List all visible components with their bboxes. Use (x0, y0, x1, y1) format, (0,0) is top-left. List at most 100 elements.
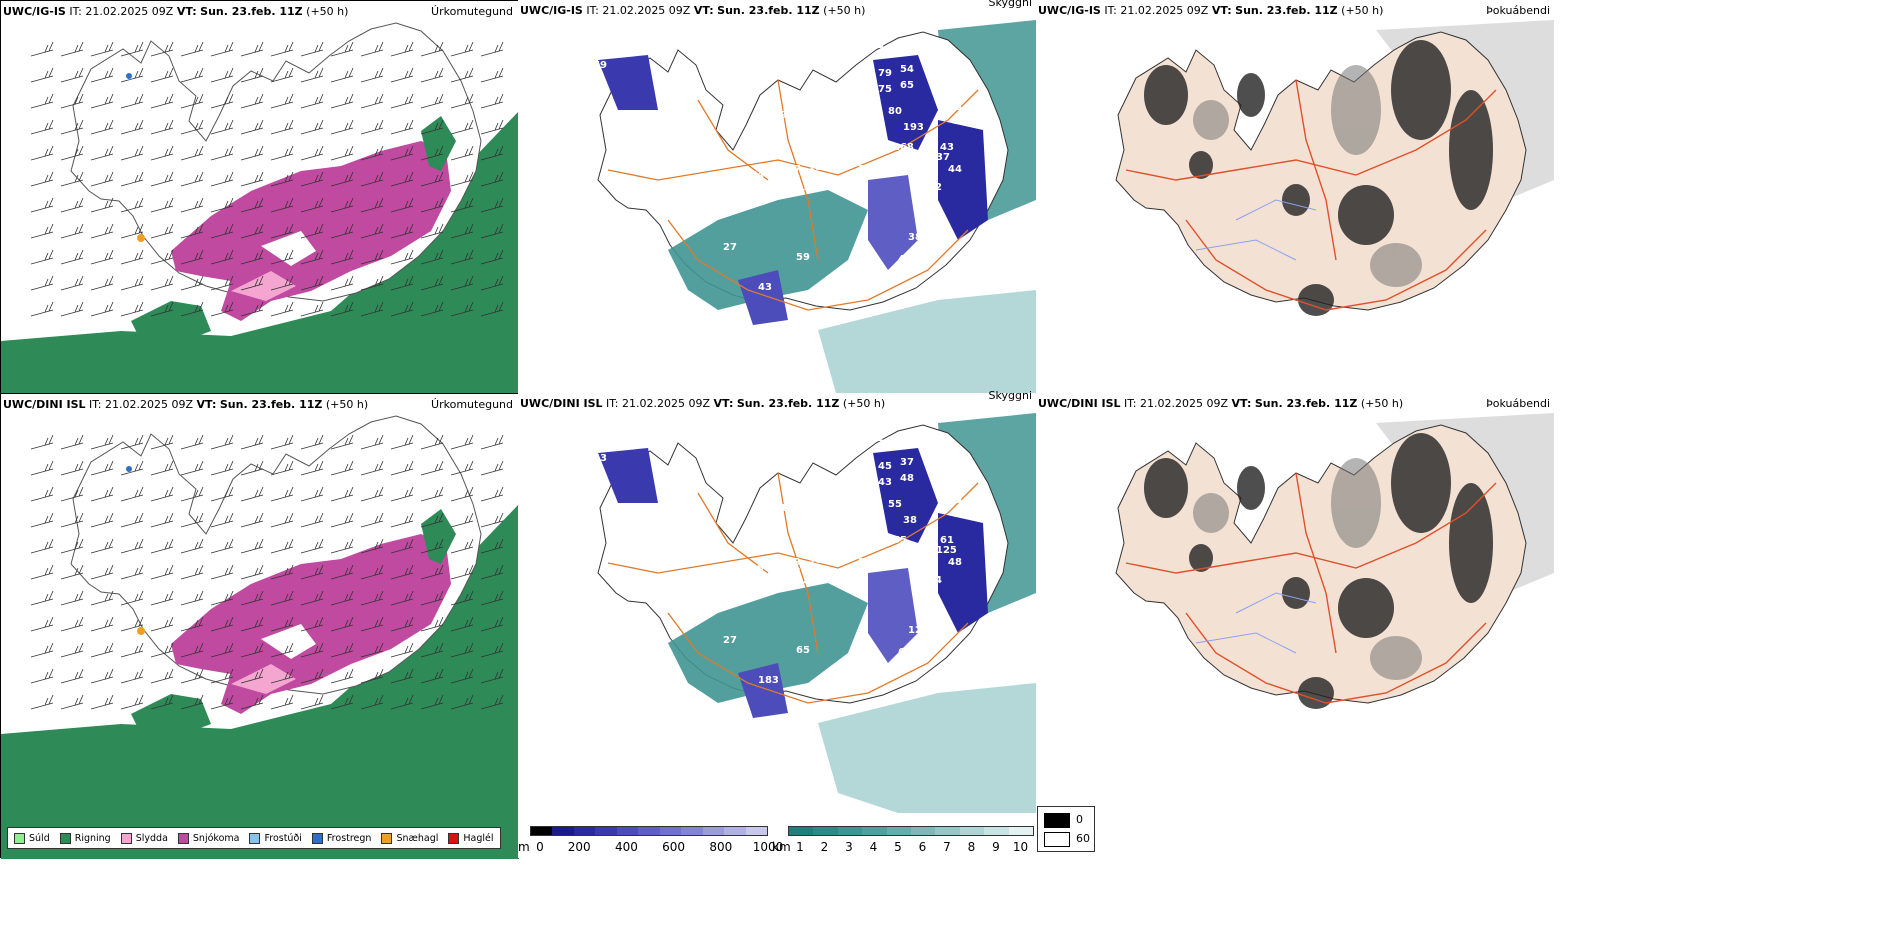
wind-barb (210, 67, 234, 83)
wind-barb (90, 301, 114, 317)
wind-barb (240, 275, 264, 291)
wind-barb (390, 668, 414, 684)
wind-barb (420, 67, 444, 83)
wind-barb (180, 145, 204, 161)
cloud-base-label: 48 (608, 34, 622, 45)
wind-barb (90, 145, 114, 161)
wind-barb (150, 616, 174, 632)
wind-barb (180, 249, 204, 265)
wind-barb (300, 538, 324, 554)
wind-barb (270, 486, 294, 502)
wind-barb (240, 223, 264, 239)
wind-barb (150, 275, 174, 291)
wind-barb (270, 434, 294, 450)
wind-barb (60, 642, 84, 658)
wind-barb (330, 460, 354, 476)
legend-label: Súld (29, 832, 50, 844)
wind-barb (480, 512, 504, 528)
precip-type-panel: UWC/DINI ISL IT: 21.02.2025 09Z VT: Sun.… (0, 393, 519, 859)
visibility-map: 3653751833538833855931521596109248184112… (518, 393, 1036, 858)
wind-barb (120, 512, 144, 528)
wind-barb (480, 119, 504, 135)
wind-barb (60, 67, 84, 83)
wind-barb (300, 67, 324, 83)
param-label: Þokuábendi (1486, 4, 1550, 17)
wind-barb (330, 642, 354, 658)
cloud-base-label: 125 (936, 545, 957, 556)
cloud-base-label: 129 (950, 469, 971, 480)
wind-barb (270, 223, 294, 239)
wind-barb (300, 171, 324, 187)
wind-barb (90, 694, 114, 710)
legend-swatch (381, 832, 393, 844)
wind-barb (150, 564, 174, 580)
colorbar-tick: 5 (894, 840, 902, 854)
colorbar-segment (886, 827, 912, 835)
wind-barb (90, 538, 114, 554)
cloud-base-label: 78 (953, 509, 967, 520)
wind-barb (60, 564, 84, 580)
cloud-base-label: 274 (743, 170, 764, 181)
wind-barb (330, 694, 354, 710)
wind-barb (210, 41, 234, 57)
wind-barb (180, 512, 204, 528)
wind-barb (120, 171, 144, 187)
cloud-base-label: 64 (918, 565, 932, 576)
wind-barb (150, 642, 174, 658)
wind-barb (240, 538, 264, 554)
wind-barb (480, 145, 504, 161)
wind-barb (240, 301, 264, 317)
colorbar-segment (531, 827, 553, 835)
wind-barb (240, 171, 264, 187)
cloud-base-label: 427 (780, 164, 801, 175)
cloud-base-label: 54 (900, 64, 914, 75)
cloud-base-label: 97 (780, 110, 794, 121)
wind-barb (90, 93, 114, 109)
colorbar-tick: 9 (992, 840, 1000, 854)
wind-barb (240, 93, 264, 109)
wind-barb (300, 642, 324, 658)
wind-barb (120, 668, 144, 684)
wind-barb (360, 249, 384, 265)
colorbar-segment (862, 827, 887, 835)
wind-barb (120, 616, 144, 632)
cloud-base-label: 18 (780, 503, 794, 514)
wind-barb (330, 67, 354, 83)
colorbar-tick: 800 (709, 840, 733, 854)
rain-area (1, 111, 519, 466)
wind-barb (90, 41, 114, 57)
colorbar-tick: 6 (918, 840, 927, 854)
cloud-base-label: 46 (918, 202, 932, 213)
wind-barb (360, 223, 384, 239)
wind-barb (480, 590, 504, 606)
sleet-area (231, 271, 296, 301)
wind-barb (390, 616, 414, 632)
cloud-base-label: 215 (803, 575, 824, 586)
colorbar-tick: 8 (967, 840, 976, 854)
wind-barb (240, 145, 264, 161)
wind-barb (30, 171, 54, 187)
colorbar-tick: 1000 (752, 840, 784, 854)
wind-barb (270, 249, 294, 265)
wind-barb (360, 434, 384, 450)
wind-barb (150, 197, 174, 213)
legend-swatch (59, 832, 71, 844)
wind-barb (60, 512, 84, 528)
cloud-base-label: 37 (936, 152, 950, 163)
cloud-base-label: 193 (903, 122, 924, 133)
wind-barb (150, 486, 174, 502)
cloud-base-label: 59 (796, 252, 810, 263)
wind-barb (390, 642, 414, 658)
colorbar-tick: 0 (536, 840, 544, 854)
wind-barb (270, 145, 294, 161)
wind-barb (390, 486, 414, 502)
cloud-base-label: 42 (918, 172, 932, 183)
wind-barb (120, 486, 144, 502)
wind-barb (210, 249, 234, 265)
wind-barb (420, 301, 444, 317)
wind-barb (300, 564, 324, 580)
wind-barb (450, 249, 474, 265)
wind-barb (120, 460, 144, 476)
wind-barb (180, 616, 204, 632)
